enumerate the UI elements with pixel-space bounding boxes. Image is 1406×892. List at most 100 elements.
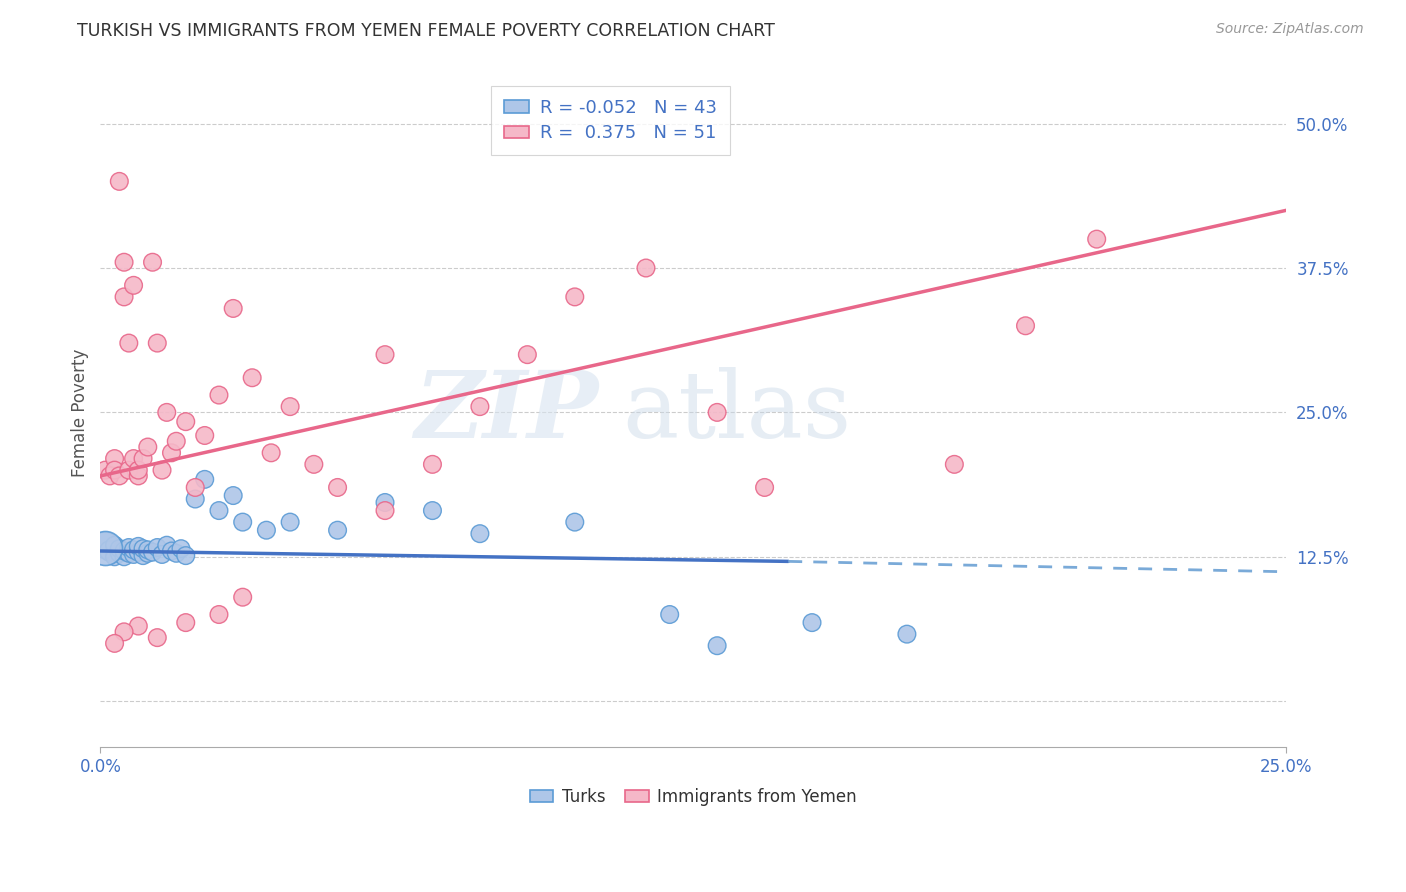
Point [278,515,301,529]
Point [136,542,159,557]
Point [136,440,159,454]
Point [103,549,125,564]
Point [706,405,728,419]
Point [208,388,231,402]
Point [112,255,135,269]
Point [98,544,121,558]
Point [150,548,173,562]
Point [160,544,183,558]
Point [150,463,173,477]
Point [564,515,586,529]
Point [127,469,149,483]
Point [127,619,149,633]
Text: TURKISH VS IMMIGRANTS FROM YEMEN FEMALE POVERTY CORRELATION CHART: TURKISH VS IMMIGRANTS FROM YEMEN FEMALE … [77,22,775,40]
Point [118,463,141,477]
Point [103,463,125,477]
Point [222,489,245,503]
Point [422,458,444,472]
Point [112,624,135,639]
Point [754,480,776,494]
Point [108,469,131,483]
Point [174,549,197,563]
Point [174,415,197,429]
Point [127,545,149,559]
Point [634,260,657,275]
Point [118,336,141,351]
Point [108,546,131,560]
Point [326,480,349,494]
Point [122,542,145,557]
Text: Source: ZipAtlas.com: Source: ZipAtlas.com [1216,22,1364,37]
Point [122,451,145,466]
Point [374,503,396,517]
Point [141,255,163,269]
Point [468,400,491,414]
Point [326,523,349,537]
Point [374,495,396,509]
Point [112,549,135,564]
Point [108,541,131,556]
Point [232,590,254,604]
Text: atlas: atlas [623,368,852,458]
Point [194,472,217,486]
Point [801,615,824,630]
Point [122,278,145,293]
Point [122,548,145,562]
Point [516,348,538,362]
Point [222,301,245,316]
Point [146,631,169,645]
Point [156,405,179,419]
Point [98,469,121,483]
Point [194,428,217,442]
Point [146,541,169,555]
Point [108,174,131,188]
Point [468,526,491,541]
Point [146,336,169,351]
Point [136,546,159,560]
Point [374,348,396,362]
Point [1085,232,1108,246]
Point [94,541,117,555]
Point [174,615,197,630]
Point [302,458,325,472]
Point [94,538,117,552]
Point [103,451,125,466]
Point [260,446,283,460]
Point [94,463,117,477]
Point [278,400,301,414]
Point [132,541,155,556]
Point [232,515,254,529]
Point [103,538,125,552]
Point [184,491,207,506]
Point [658,607,681,622]
Point [132,451,155,466]
Point [706,639,728,653]
Point [160,446,183,460]
Y-axis label: Female Poverty: Female Poverty [72,348,89,476]
Point [132,549,155,563]
Point [103,636,125,650]
Legend: Turks, Immigrants from Yemen: Turks, Immigrants from Yemen [523,781,863,813]
Point [141,545,163,559]
Point [896,627,918,641]
Point [127,540,149,554]
Point [112,290,135,304]
Point [564,290,586,304]
Point [112,544,135,558]
Point [165,434,187,449]
Point [208,607,231,622]
Point [254,523,277,537]
Point [208,503,231,517]
Point [127,463,149,477]
Point [118,546,141,560]
Point [240,370,263,384]
Point [943,458,966,472]
Point [118,541,141,555]
Point [165,546,187,560]
Text: ZIP: ZIP [415,368,599,458]
Point [170,541,193,556]
Point [184,480,207,494]
Point [1014,318,1036,333]
Point [422,503,444,517]
Point [156,538,179,552]
